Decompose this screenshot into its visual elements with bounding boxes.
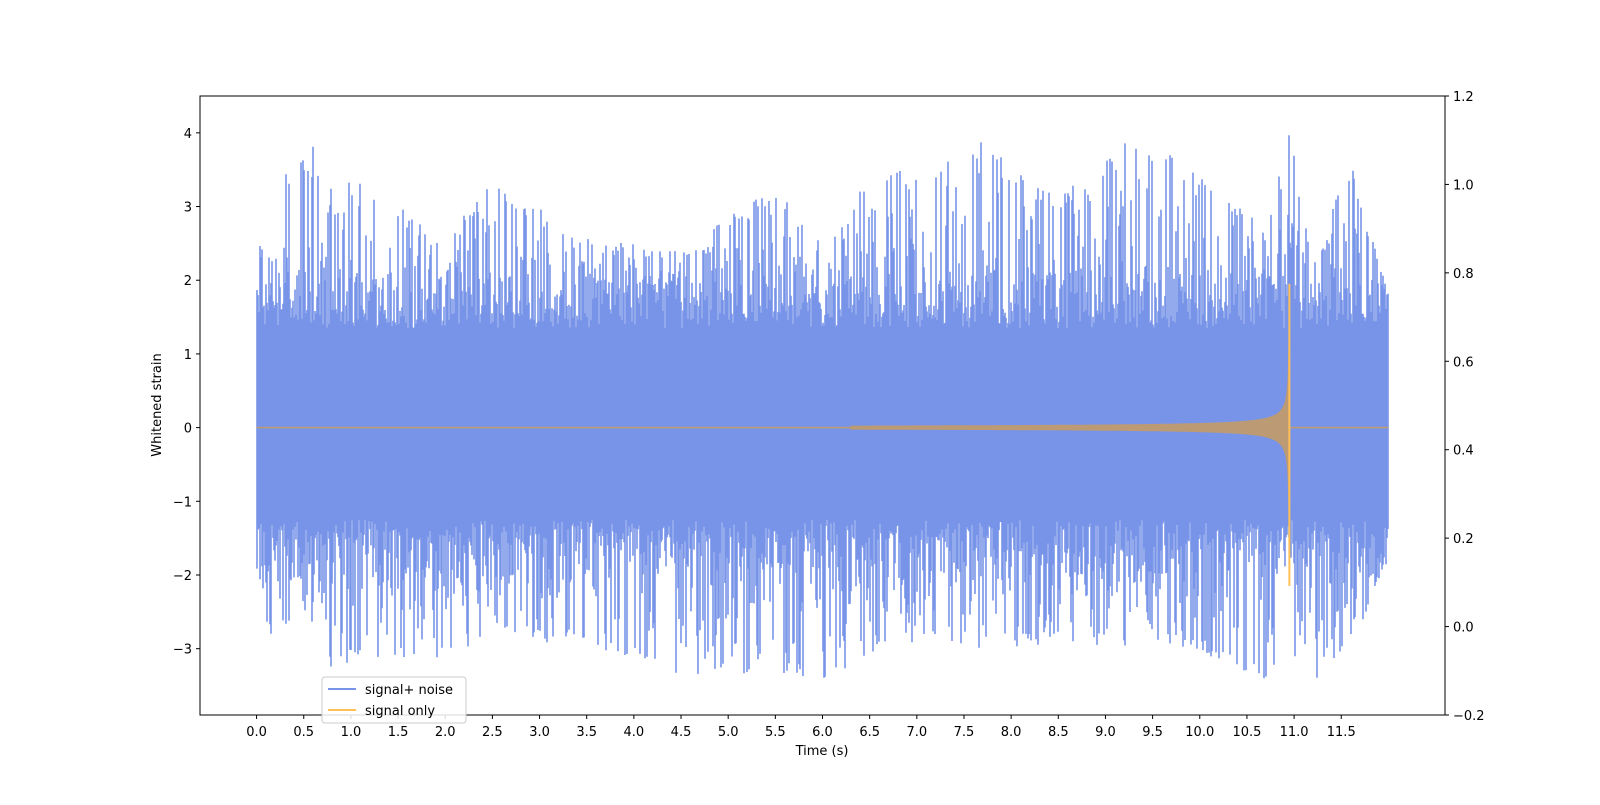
y-axis-left: −3 −2 −1 0 1 2 3 4 xyxy=(173,127,200,658)
x-axis: 0.0 0.5 1.0 1.5 2.0 2.5 3.0 3.5 4.0 4.5 5.0 5.5 6.0 6… xyxy=(246,715,1356,740)
x-tick-label: 0.0 xyxy=(246,725,267,740)
y2-tick-label: −0.2 xyxy=(1453,709,1485,724)
x-tick-label: 10.0 xyxy=(1185,725,1214,740)
y-tick-label: 1 xyxy=(184,348,192,363)
x-tick-label: 3.5 xyxy=(576,725,597,740)
legend: signal+ noise signal only xyxy=(321,676,467,724)
y-axis-right: −0.2 0.0 0.2 0.4 0.6 0.8 1.0 1.2 xyxy=(1445,90,1485,724)
y2-tick-label: 0.0 xyxy=(1453,621,1474,636)
x-tick-label: 7.5 xyxy=(954,725,975,740)
x-tick-label: 10.5 xyxy=(1232,725,1261,740)
x-tick-label: 2.0 xyxy=(435,725,456,740)
noise-trace xyxy=(256,135,1389,679)
x-tick-label: 4.5 xyxy=(671,725,692,740)
y-tick-label: 3 xyxy=(184,201,192,216)
x-tick-label: 9.5 xyxy=(1142,725,1163,740)
x-tick-label: 9.0 xyxy=(1095,725,1116,740)
y2-tick-label: 0.2 xyxy=(1453,532,1474,547)
y-tick-label: −2 xyxy=(173,569,192,584)
y2-tick-label: 0.8 xyxy=(1453,267,1474,282)
y-tick-label: 2 xyxy=(184,274,192,289)
x-tick-label: 0.5 xyxy=(293,725,314,740)
y-tick-label: 0 xyxy=(184,422,192,437)
x-tick-label: 8.5 xyxy=(1048,725,1069,740)
x-tick-label: 6.5 xyxy=(859,725,880,740)
y-tick-label: −3 xyxy=(173,643,192,658)
legend-label-signal-only: signal only xyxy=(365,704,435,719)
y2-tick-label: 1.0 xyxy=(1453,178,1474,193)
series-signal-only xyxy=(256,283,1389,587)
y-axis-label: Whitened strain xyxy=(150,353,165,456)
legend-box xyxy=(321,676,467,724)
x-tick-label: 1.5 xyxy=(388,725,409,740)
x-tick-label: 5.0 xyxy=(718,725,739,740)
y2-tick-label: 0.6 xyxy=(1453,355,1474,370)
y2-tick-label: 0.4 xyxy=(1453,444,1474,459)
x-tick-label: 4.0 xyxy=(624,725,645,740)
x-tick-label: 11.5 xyxy=(1327,725,1356,740)
y-tick-label: −1 xyxy=(173,495,192,510)
x-tick-label: 8.0 xyxy=(1001,725,1022,740)
x-tick-label: 7.0 xyxy=(906,725,927,740)
x-tick-label: 1.0 xyxy=(341,725,362,740)
y2-tick-label: 1.2 xyxy=(1453,90,1474,105)
x-axis-label: Time (s) xyxy=(795,744,849,759)
x-tick-label: 5.5 xyxy=(765,725,786,740)
x-tick-label: 3.0 xyxy=(529,725,550,740)
y-tick-label: 4 xyxy=(184,127,192,142)
x-tick-label: 2.5 xyxy=(482,725,503,740)
x-tick-label: 6.0 xyxy=(812,725,833,740)
legend-label-signal-plus-noise: signal+ noise xyxy=(365,683,453,698)
x-tick-label: 11.0 xyxy=(1280,725,1309,740)
series-signal-plus-noise xyxy=(256,135,1389,679)
